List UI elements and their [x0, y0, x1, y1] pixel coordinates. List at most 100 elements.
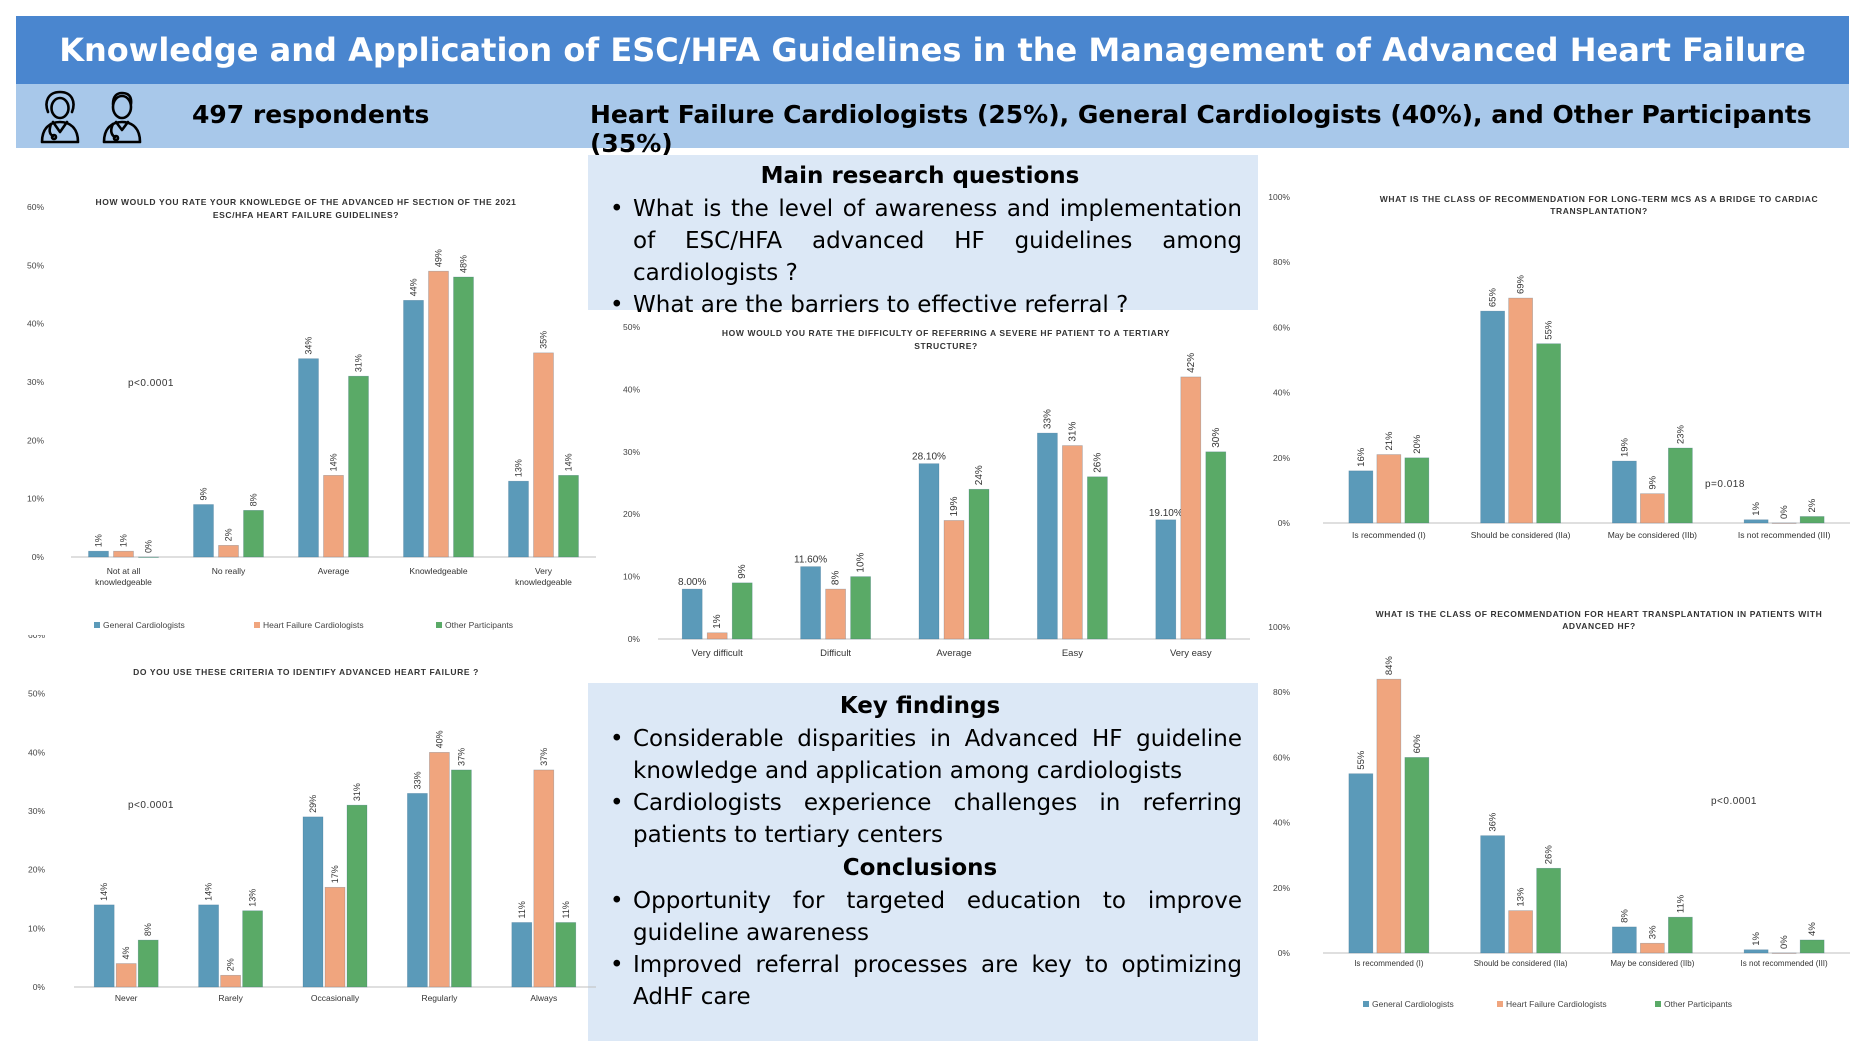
bar [1536, 867, 1561, 954]
bar [348, 375, 369, 558]
bar [1640, 942, 1665, 954]
criteria-chart: DO YOU USE THESE CRITERIA TO IDENTIFY AD… [28, 635, 596, 1003]
data-label: 3% [1647, 925, 1658, 939]
category-label: Easy [1062, 648, 1083, 659]
bar [825, 588, 846, 640]
bar [242, 910, 263, 988]
y-tick-label: 20% [27, 435, 44, 445]
bar [323, 475, 344, 558]
bar [113, 550, 134, 558]
bar [1640, 493, 1665, 524]
data-label: 13% [248, 889, 258, 907]
referral-chart: HOW WOULD YOU RATE THE DIFFICULTY OF REF… [623, 322, 1250, 659]
y-tick-label: 40% [1273, 818, 1290, 828]
category-label: Should be considered (IIa) [1474, 959, 1568, 968]
bar [918, 463, 940, 640]
data-label: 1% [94, 534, 104, 547]
data-label: 16% [1356, 447, 1367, 467]
bar [850, 576, 871, 640]
bar [193, 504, 214, 558]
bar [218, 545, 239, 558]
category-label: Not at all [107, 566, 141, 576]
legend-swatch [254, 622, 260, 628]
bar [93, 904, 115, 988]
bar [138, 556, 159, 558]
data-label: 2% [1807, 498, 1818, 512]
bar [555, 922, 577, 988]
data-label: 14% [99, 883, 109, 901]
research-question: What is the level of awareness and imple… [598, 193, 1242, 289]
bar [533, 769, 555, 988]
bar [533, 352, 554, 558]
data-label: 34% [304, 337, 314, 355]
chart-title: WHAT IS THE CLASS OF RECOMMENDATION FOR … [1376, 609, 1823, 619]
bar [428, 270, 449, 558]
y-tick-label: 40% [27, 319, 44, 329]
bar [1508, 297, 1533, 524]
bar [198, 904, 219, 988]
bar [1743, 949, 1769, 954]
bar [681, 588, 703, 640]
legend-swatch [436, 622, 442, 628]
bar [298, 358, 319, 558]
data-label: 1% [712, 614, 723, 629]
data-label: 8% [1619, 909, 1630, 923]
data-label: 8.00% [678, 577, 706, 588]
data-label: 29% [308, 795, 318, 813]
y-tick-label: 20% [623, 509, 640, 519]
y-tick-label: 20% [1273, 453, 1290, 463]
y-tick-label: 0% [33, 982, 46, 992]
chart-title: DO YOU USE THESE CRITERIA TO IDENTIFY AD… [133, 667, 479, 677]
bar [1668, 916, 1693, 954]
category-label: Never [115, 993, 138, 1003]
data-label: 11% [517, 901, 527, 918]
data-label: 1% [1751, 501, 1762, 515]
category-label: May be considered (IIb) [1608, 530, 1697, 540]
category-label: Regularly [421, 993, 458, 1003]
data-label: 14% [204, 883, 214, 901]
y-tick-label: 30% [27, 377, 44, 387]
data-label: 31% [1067, 421, 1078, 441]
data-label: 65% [1488, 288, 1499, 308]
bar [451, 769, 472, 988]
data-label: 55% [1544, 320, 1555, 340]
data-label: 14% [329, 453, 339, 471]
conclusions-title: Conclusions [842, 855, 998, 881]
legend-swatch [94, 622, 100, 628]
bar [453, 276, 474, 558]
data-label: 33% [412, 771, 422, 789]
chart-title: HOW WOULD YOU RATE YOUR KNOWLEDGE OF THE… [96, 197, 517, 207]
data-label: 19% [1619, 437, 1630, 457]
key-findings-title: Key findings [839, 693, 1001, 719]
y-tick-label: 0% [628, 634, 641, 644]
bar [324, 886, 346, 988]
category-label: knowledgeable [95, 577, 152, 587]
y-tick-label: 50% [623, 322, 640, 332]
y-tick-label: 20% [28, 865, 45, 875]
y-tick-label: 50% [28, 689, 45, 699]
y-tick-label: 100% [1268, 622, 1290, 632]
y-tick-label: 80% [1273, 257, 1290, 267]
data-label: 26% [1544, 845, 1555, 865]
bar [243, 510, 264, 558]
data-label: 9% [199, 487, 209, 500]
respondents-count: 497 respondents [192, 100, 430, 129]
conclusion-item: Improved referral processes are key to o… [598, 949, 1242, 1013]
bar [731, 582, 753, 640]
bar [1404, 757, 1430, 954]
y-tick-label: 10% [27, 494, 44, 504]
data-label: 8% [143, 923, 153, 936]
y-tick-label: 30% [28, 806, 45, 816]
poster-title-bar: Knowledge and Application of ESC/HFA Gui… [16, 16, 1849, 84]
data-label: 26% [1092, 453, 1103, 473]
category-label: Should be considered (IIa) [1471, 530, 1571, 540]
data-label: 37% [456, 748, 466, 766]
data-label: 0% [1779, 505, 1790, 519]
research-question: What are the barriers to effective refer… [598, 289, 1242, 321]
chart-title: TRANSPLANTATION? [1550, 206, 1648, 216]
data-label: 19% [949, 496, 960, 516]
bar [1771, 522, 1797, 524]
legend-label: Heart Failure Cardiologists [1506, 999, 1607, 1009]
bar [1155, 519, 1177, 640]
chart-title: ESC/HFA HEART FAILURE GUIDELINES? [213, 210, 399, 220]
